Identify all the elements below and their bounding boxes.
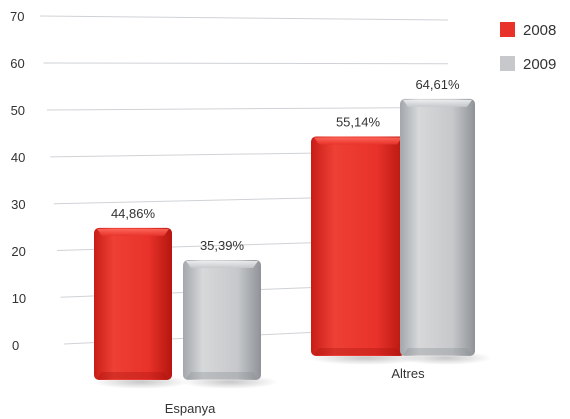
bar-bottom-face [186,372,258,379]
bar-espanya-2008 [94,227,172,380]
bar-bottom-face [403,348,472,355]
y-tick-label: 30 [11,197,25,212]
data-label: 64,61% [415,77,460,92]
category-label-altres: Altres [391,366,425,381]
bar-espanya-2009 [183,260,261,380]
bar-altres-2008 [311,136,405,356]
data-label: 35,39% [200,238,245,253]
legend-label-2009: 2009 [523,56,556,73]
y-tick-label: 60 [10,56,24,71]
bar-bottom-face [314,348,402,355]
y-tick-label: 10 [12,291,26,306]
y-tick-label: 70 [10,9,24,24]
bar-top-face [314,137,402,145]
y-tick-label: 50 [11,103,25,118]
bar-top-face [97,228,169,236]
gridline [39,15,449,21]
gridline [46,106,449,111]
data-label: 55,14% [336,115,381,130]
legend-swatch-2009 [500,56,515,71]
gridline [43,62,449,65]
data-label: 44,86% [111,206,156,221]
y-tick-label: 20 [11,244,25,259]
y-tick-label: 40 [11,150,25,165]
bar-top-face [186,261,258,269]
category-label-espanya: Espanya [165,401,216,416]
legend-label-2008: 2008 [523,22,556,39]
bar-top-face [403,99,472,107]
legend-swatch-2008 [500,22,515,37]
y-tick-label: 0 [12,338,19,353]
bar-altres-2009 [400,98,475,356]
bar-bottom-face [97,372,169,379]
